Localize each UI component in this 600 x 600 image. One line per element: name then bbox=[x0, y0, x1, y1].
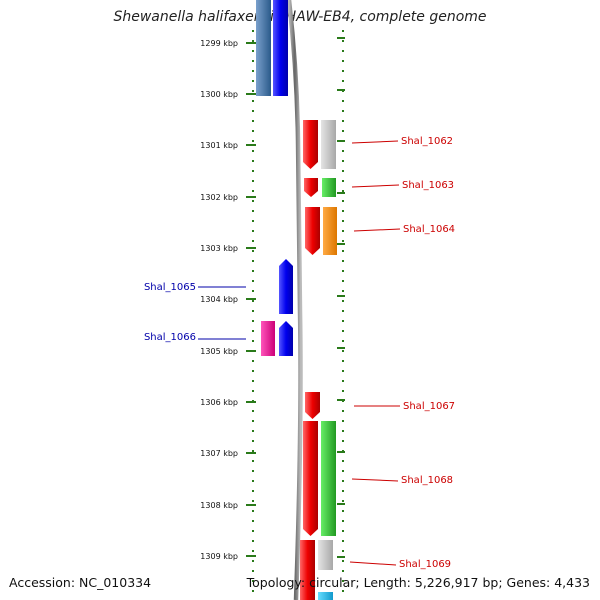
gene-arrow-plus bbox=[300, 540, 315, 600]
tick-label: 1308 kbp bbox=[200, 501, 238, 510]
cog-block-steel bbox=[256, 0, 271, 96]
tick-label: 1306 kbp bbox=[200, 398, 238, 407]
gene-label[interactable]: Shal_1065 bbox=[144, 282, 196, 293]
label-leader-line bbox=[351, 184, 400, 188]
label-leader-line bbox=[351, 140, 399, 144]
tick-label: 1303 kbp bbox=[200, 244, 238, 253]
tick-label: 1302 kbp bbox=[200, 193, 238, 202]
genome-backbone bbox=[286, 0, 303, 600]
cog-block-green bbox=[322, 178, 336, 197]
cog-block-orange bbox=[323, 207, 337, 255]
tick-label: 1299 kbp bbox=[200, 39, 238, 48]
gene-arrow-minus bbox=[273, 0, 288, 96]
gene-label[interactable]: Shal_1066 bbox=[144, 332, 196, 343]
tick-label: 1307 kbp bbox=[200, 449, 238, 458]
gene-arrow-plus bbox=[303, 421, 318, 536]
genome-summary-text: Topology: circular; Length: 5,226,917 bp… bbox=[246, 575, 590, 590]
gene-label[interactable]: Shal_1062 bbox=[401, 136, 453, 147]
genome-title: Shewanella halifaxensis HAW-EB4, complet… bbox=[113, 9, 487, 25]
cog-block-grey bbox=[321, 120, 336, 169]
gene-arrow-plus bbox=[305, 392, 320, 419]
gene-arrow-plus bbox=[303, 120, 318, 169]
label-leader-line bbox=[353, 228, 401, 232]
cog-block-pink bbox=[261, 321, 275, 356]
tick-label: 1309 kbp bbox=[200, 552, 238, 561]
tick-label: 1304 kbp bbox=[200, 295, 238, 304]
gene-arrow-plus bbox=[305, 207, 320, 255]
tick-label: 1305 kbp bbox=[200, 347, 238, 356]
tick-label: 1300 kbp bbox=[200, 90, 238, 99]
cog-block-cyan bbox=[318, 592, 333, 600]
gene-arrow-plus bbox=[304, 178, 318, 197]
label-leader-line bbox=[349, 561, 397, 566]
gene-arrow-minus bbox=[279, 259, 293, 314]
tick-label: 1301 kbp bbox=[200, 141, 238, 150]
gene-label[interactable]: Shal_1069 bbox=[399, 559, 451, 570]
gene-arrow-minus bbox=[279, 321, 293, 356]
accession-text: Accession: NC_010334 bbox=[9, 575, 152, 590]
cog-block-grey bbox=[318, 540, 333, 570]
kbp-axis: 1299 kbp 1300 kbp 1301 kbp 1302 kbp 1303… bbox=[200, 37, 345, 561]
gene-label[interactable]: Shal_1068 bbox=[401, 475, 453, 486]
cog-block-green bbox=[321, 421, 336, 536]
gene-label[interactable]: Shal_1064 bbox=[403, 224, 455, 235]
gene-label[interactable]: Shal_1067 bbox=[403, 401, 455, 412]
label-leader-line bbox=[351, 478, 399, 482]
gene-label[interactable]: Shal_1063 bbox=[402, 180, 454, 191]
